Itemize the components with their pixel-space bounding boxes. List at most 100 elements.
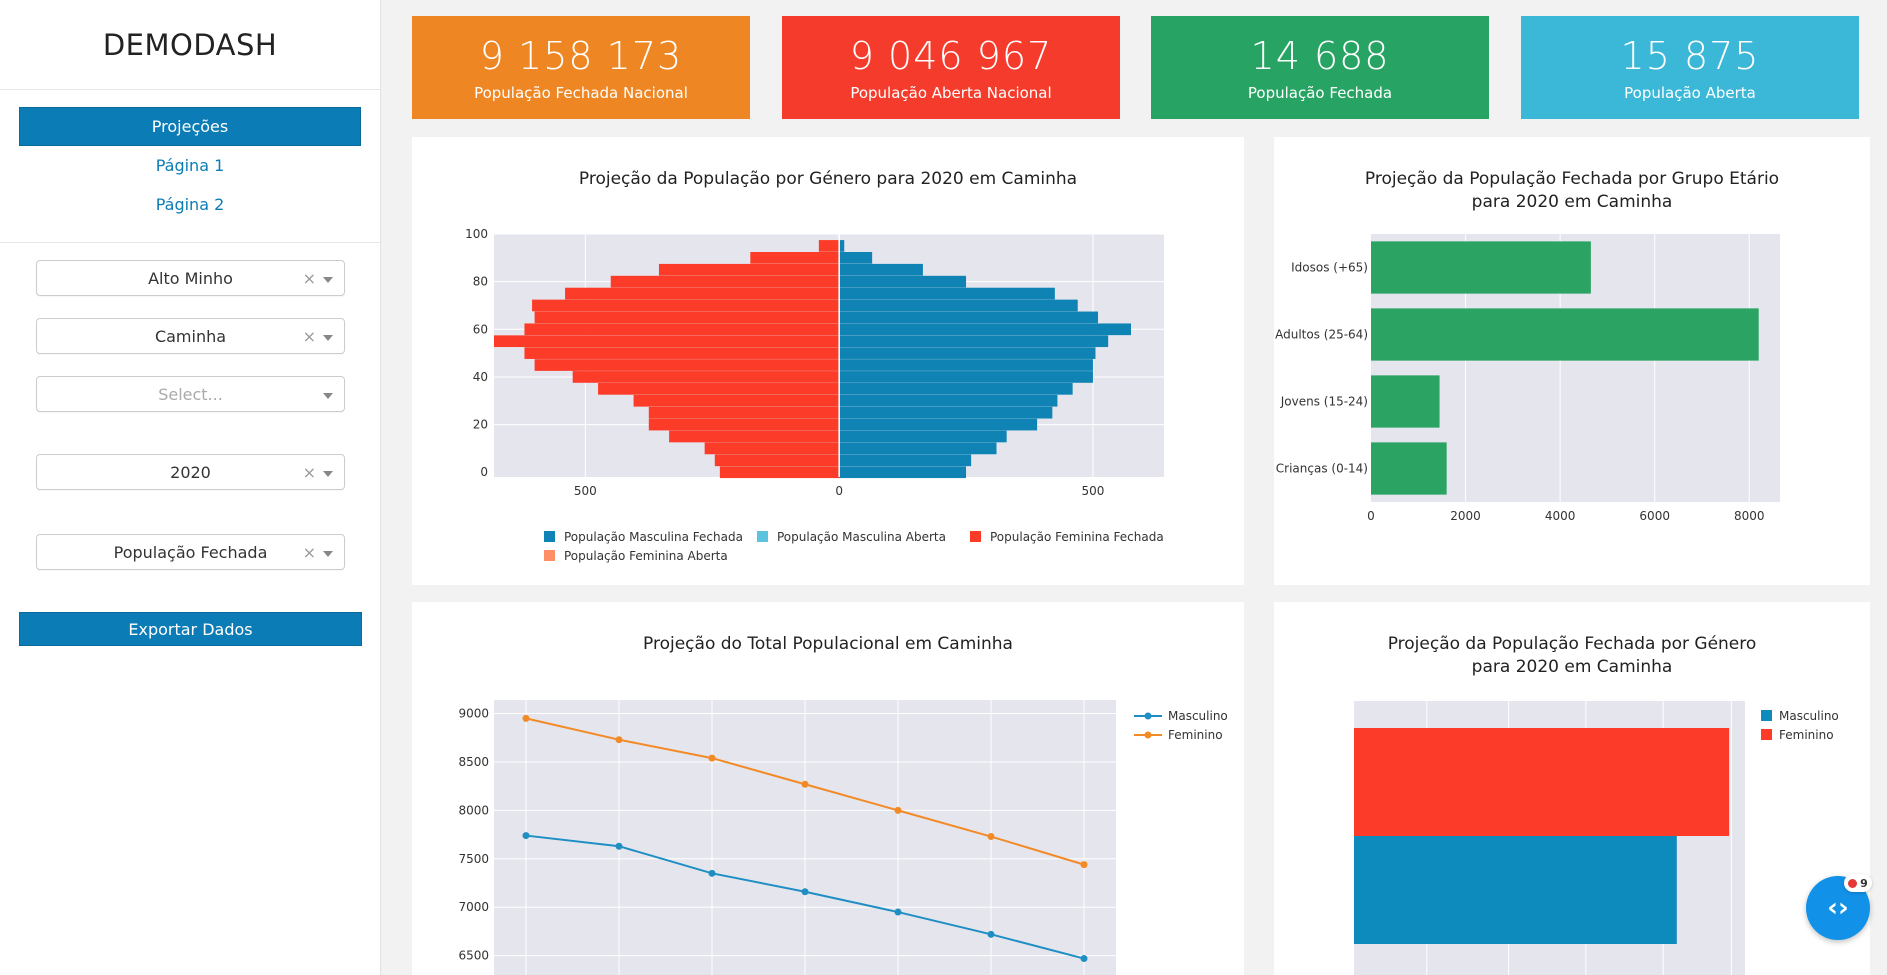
chevron-down-icon[interactable]: [323, 471, 333, 477]
error-count: 9: [1860, 876, 1868, 890]
bar-male-closed: [839, 371, 1093, 383]
data-point: [522, 832, 530, 840]
bar-female-closed: [648, 418, 840, 431]
x-tick-label: 4000: [1545, 509, 1576, 523]
age-group-chart-panel: Projeção da População Fechada por Grupo …: [1274, 137, 1870, 585]
y-tick-label: 7500: [458, 852, 489, 866]
y-tick-label: 60: [473, 322, 488, 336]
bar-female-closed: [750, 251, 840, 264]
y-tick-label: 100: [465, 227, 488, 241]
chart-title-line1: Projeção da População Fechada por Género: [1387, 634, 1757, 654]
bar-male-closed: [839, 263, 923, 276]
nav-item-pagina-1[interactable]: Página 1: [155, 156, 225, 175]
bar-male-closed: [839, 454, 972, 467]
total-population-chart-panel: Projeção do Total Populacional em Caminh…: [412, 602, 1244, 975]
bar-female-closed: [714, 454, 840, 467]
chevron-down-icon[interactable]: [323, 277, 333, 283]
clear-icon[interactable]: ×: [302, 543, 316, 562]
x-tick-label: 500: [1081, 484, 1104, 498]
data-point: [894, 908, 902, 916]
nav-item-projecoes[interactable]: Projeções: [19, 107, 361, 146]
bar-male-closed: [839, 383, 1073, 395]
code-icon: ‹›: [1827, 893, 1849, 923]
kpi-card-closed-local: 14 688 População Fechada: [1151, 16, 1489, 119]
bar-female-closed: [524, 323, 840, 336]
bar-female-closed: [818, 240, 840, 252]
region-value: Alto Minho: [148, 268, 233, 288]
bar-male-closed: [839, 299, 1078, 312]
total-population-line-chart: 6500 7000 7500 8000 8500 9000 Masculino Feminin…: [458, 700, 1228, 975]
bar-male-closed: [839, 323, 1132, 336]
bar-feminino: [1354, 728, 1730, 836]
bar-age-group: [1371, 442, 1447, 495]
year-dropdown[interactable]: 2020 ×: [36, 454, 345, 490]
legend-label: População Masculina Aberta: [777, 530, 946, 544]
bar-age-group: [1371, 375, 1440, 428]
error-badge: 9: [1844, 874, 1872, 892]
data-point: [615, 736, 623, 744]
bar-female-closed: [719, 466, 840, 479]
x-tick-label: 500: [574, 484, 597, 498]
legend-swatch: [1761, 710, 1772, 721]
bar-female-closed: [534, 359, 840, 371]
chevron-down-icon[interactable]: [323, 551, 333, 557]
nav-item-pagina-2[interactable]: Página 2: [155, 195, 225, 214]
pyramid-chart-panel: Projeção da População por Género para 20…: [412, 137, 1244, 585]
data-point: [1080, 861, 1088, 869]
population-type-value: População Fechada: [113, 542, 268, 562]
export-data-button[interactable]: Exportar Dados: [19, 612, 362, 646]
data-point: [708, 869, 716, 877]
chevron-down-icon[interactable]: [323, 393, 333, 399]
clear-icon[interactable]: ×: [302, 463, 316, 482]
legend-label: Feminino: [1779, 728, 1834, 742]
y-category-label: Crianças (0-14): [1276, 462, 1368, 476]
kpi-card-open-national: 9 046 967 População Aberta Nacional: [782, 16, 1120, 119]
chart-title-line1: Projeção da População Fechada por Grupo …: [1364, 169, 1780, 189]
data-point: [894, 806, 902, 814]
data-point: [522, 714, 530, 722]
kpi-label: População Fechada Nacional: [474, 83, 688, 102]
region-dropdown[interactable]: Alto Minho ×: [36, 260, 345, 296]
bar-male-closed: [839, 275, 967, 288]
data-point: [987, 930, 995, 938]
population-type-dropdown[interactable]: População Fechada ×: [36, 534, 345, 570]
bar-male-closed: [839, 466, 967, 479]
population-pyramid-chart: 500 0 500 0 20 40 60 80 100 População Masculina F…: [465, 227, 1164, 563]
legend-swatch: [757, 531, 768, 542]
legend-label: Masculino: [1779, 709, 1839, 723]
sidebar: DEMODASH Projeções Página 1 Página 2 Alt…: [0, 0, 381, 975]
bar-female-closed: [648, 406, 840, 419]
data-point: [801, 888, 809, 896]
bar-female-closed: [524, 347, 840, 359]
x-tick-label: 2000: [1450, 509, 1481, 523]
kpi-label: População Aberta: [1624, 83, 1756, 102]
chart-title-line2: para 2020 em Caminha: [1471, 657, 1673, 677]
bar-female-closed: [633, 394, 840, 407]
empty-dropdown[interactable]: Select...: [36, 376, 345, 412]
y-tick-label: 7000: [458, 900, 489, 914]
legend-swatch: [1761, 729, 1772, 740]
chevron-down-icon[interactable]: [323, 335, 333, 341]
error-dot-icon: [1848, 878, 1858, 888]
dev-tools-button[interactable]: ‹› 9: [1806, 874, 1872, 940]
bar-male-closed: [839, 359, 1093, 371]
x-tick-label: 6000: [1639, 509, 1670, 523]
data-point: [801, 780, 809, 788]
year-value: 2020: [170, 462, 211, 482]
legend-swatch: [970, 531, 981, 542]
clear-icon[interactable]: ×: [302, 269, 316, 288]
municipality-dropdown[interactable]: Caminha ×: [36, 318, 345, 354]
clear-icon[interactable]: ×: [302, 327, 316, 346]
bar-male-closed: [839, 394, 1058, 407]
y-tick-label: 8500: [458, 755, 489, 769]
y-tick-label: 8000: [458, 803, 489, 817]
kpi-value: 9 046 967: [849, 33, 1053, 78]
gender-bar-chart: Masculino Feminino: [1354, 701, 1839, 975]
legend-label: Masculino: [1168, 709, 1228, 723]
y-category-label: Adultos (25-64): [1275, 328, 1368, 342]
kpi-value: 15 875: [1620, 33, 1760, 78]
legend-marker: [1144, 731, 1152, 739]
data-point: [987, 833, 995, 841]
bar-male-closed: [839, 311, 1099, 324]
bar-age-group: [1371, 308, 1759, 361]
